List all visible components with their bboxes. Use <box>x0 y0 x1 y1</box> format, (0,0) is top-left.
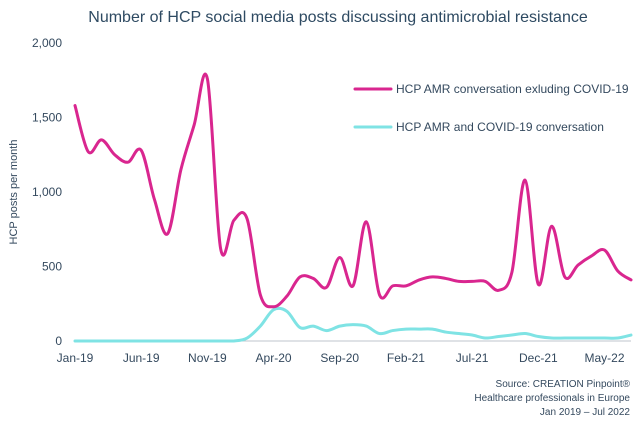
x-axis: Jan-19 Jun-19 Nov-19 Apr-20 Sep-20 Feb-21 Jul-… <box>57 351 625 365</box>
x-tick-label: Sep-20 <box>320 351 359 365</box>
source-line-3: Jan 2019 – Jul 2022 <box>540 407 631 418</box>
x-tick-label: Jan-19 <box>57 351 94 365</box>
source-note: Source: CREATION Pinpoint® Healthcare pr… <box>474 379 630 418</box>
y-axis: 0 500 1,000 1,500 2,000 <box>32 36 62 348</box>
series-line-amr-covid <box>73 306 633 343</box>
series-group <box>73 72 633 343</box>
series-line-amr-excl-covid <box>73 72 633 309</box>
y-tick-label: 1,500 <box>32 111 62 125</box>
source-line-2: Healthcare professionals in Europe <box>474 393 630 404</box>
y-tick-label: 2,000 <box>32 36 62 50</box>
chart-title: Number of HCP social media posts discuss… <box>88 9 588 26</box>
x-tick-label: Feb-21 <box>387 351 425 365</box>
x-tick-label: Apr-20 <box>256 351 292 365</box>
y-axis-label: HCP posts per month <box>8 140 20 245</box>
x-tick-label: Jul-21 <box>456 351 489 365</box>
x-tick-label: May-22 <box>585 351 625 365</box>
x-tick-label: Dec-21 <box>519 351 558 365</box>
legend-label-amr-covid: HCP AMR and COVID-19 conversation <box>396 120 604 134</box>
y-tick-label: 0 <box>55 334 62 348</box>
legend-label-amr-excl-covid: HCP AMR conversation exluding COVID-19 <box>396 82 629 96</box>
x-tick-label: Nov-19 <box>188 351 227 365</box>
x-tick-label: Jun-19 <box>123 351 160 365</box>
y-tick-label: 1,000 <box>32 185 62 199</box>
legend: HCP AMR conversation exluding COVID-19 H… <box>353 82 629 134</box>
y-tick-label: 500 <box>42 260 62 274</box>
source-line-1: Source: CREATION Pinpoint® <box>496 379 631 390</box>
